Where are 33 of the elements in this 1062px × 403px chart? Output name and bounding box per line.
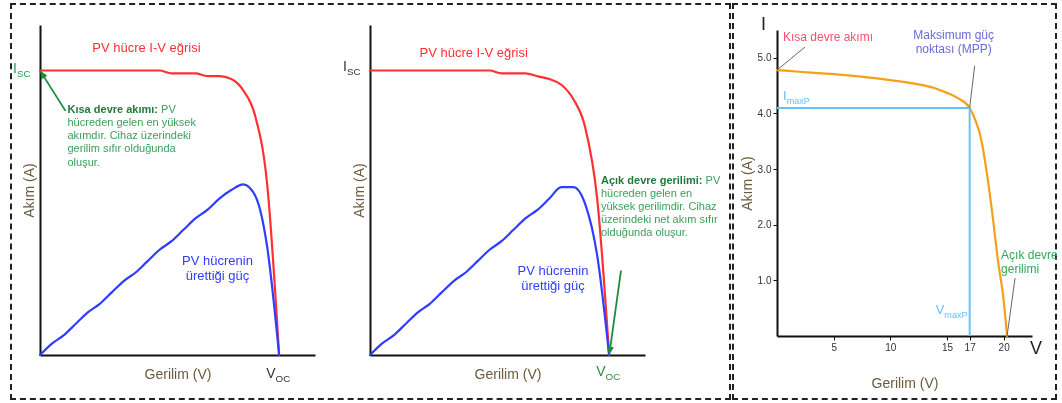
y-axis-title: Akım (A) bbox=[350, 163, 367, 218]
annotation: Kısa devre akımı: PV hücreden gelen en yüksek akımdır. Cihaz üzerindeki gerilim sıfır olduğunda oluşur. bbox=[67, 102, 197, 169]
text: V$_{OC}$ bbox=[596, 363, 621, 383]
series-label: PV hücrenin ürettiği güç bbox=[516, 262, 590, 294]
y-tick-label: 2.0 bbox=[757, 219, 772, 231]
x-tick-label: 15 bbox=[941, 341, 954, 353]
y-axis-title: Akım (A) bbox=[20, 163, 37, 218]
ref-line-label: V$_{maxP}$ bbox=[935, 302, 968, 321]
x-tick-label: 5 bbox=[831, 341, 838, 353]
ref-line-label: I$_{maxP}$ bbox=[783, 87, 810, 107]
text: Açık devre gerilimi: PV hücreden gelen en yüksek gerilimdir. Cihaz üzerindeki net akım sıfır olduğunda oluşur. bbox=[601, 173, 721, 239]
annotation: Açık devre gerilimi bbox=[1001, 248, 1059, 277]
y-tick-label: 3.0 bbox=[757, 163, 772, 175]
text: V bbox=[1030, 338, 1043, 360]
y-tick-label: 5.0 bbox=[757, 52, 772, 64]
x-axis-title: Gerilim (V) bbox=[144, 365, 212, 382]
annotation: Kısa devre akımı bbox=[783, 30, 874, 45]
series-label: PV hücre I-V eğrisi bbox=[419, 44, 529, 61]
text: I bbox=[761, 14, 767, 36]
text: V$_{OC}$ bbox=[266, 365, 291, 385]
x-tick-label: 10 bbox=[885, 341, 897, 353]
x-axis-title: Gerilim (V) bbox=[474, 365, 542, 382]
annotation: Maksimum güç noktası (MPP) bbox=[912, 27, 995, 57]
x-axis-title: Gerilim (V) bbox=[871, 374, 939, 391]
text: I$_{SC}$ bbox=[343, 57, 361, 78]
series-label: PV hücrenin ürettiği güç bbox=[181, 252, 254, 284]
y-axis-title: Akım (A) bbox=[738, 156, 755, 211]
y-tick-label: 1.0 bbox=[757, 274, 772, 286]
x-tick-label: 20 bbox=[998, 341, 1011, 353]
text: I$_{SC}$ bbox=[13, 59, 31, 80]
series-label: PV hücre I-V eğrisi bbox=[92, 39, 202, 56]
x-tick-label: 17 bbox=[964, 341, 977, 353]
y-tick-label: 4.0 bbox=[757, 107, 772, 119]
